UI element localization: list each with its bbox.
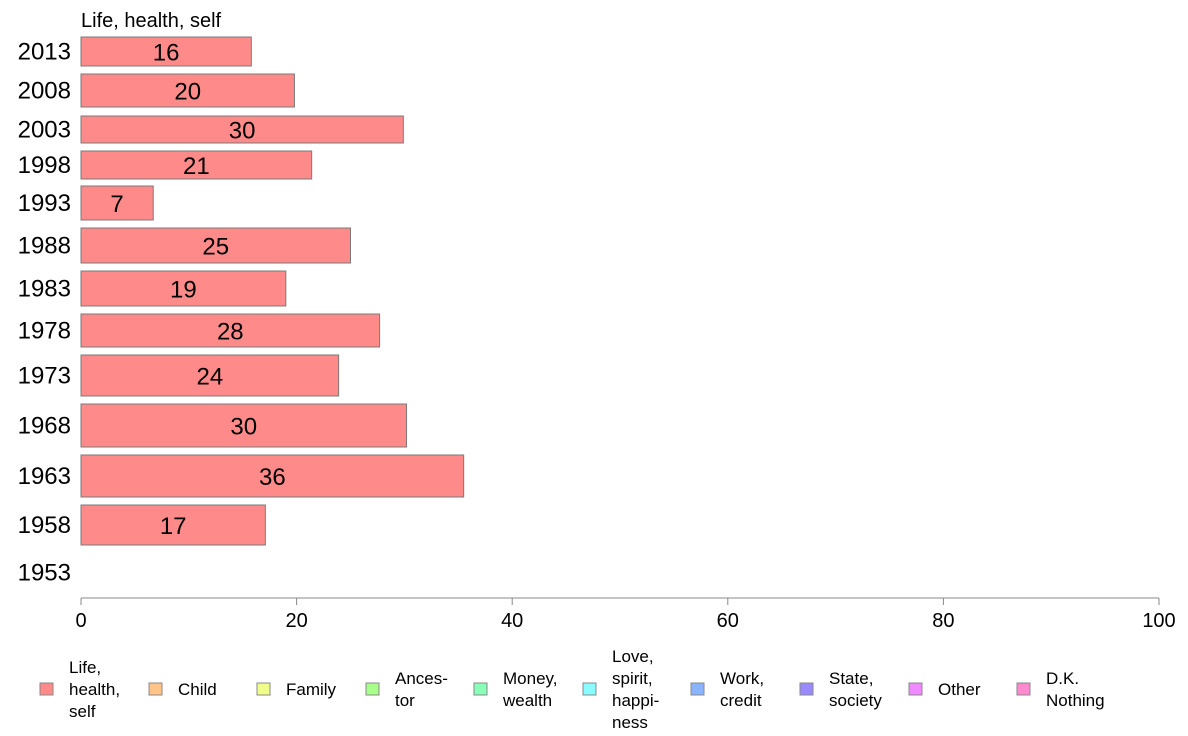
legend-label: State, society [829, 669, 882, 710]
category-label: 1988 [18, 233, 71, 260]
legend-swatch [365, 682, 380, 696]
legend-label: Life, health, self [69, 658, 120, 721]
data-label: 28 [217, 319, 244, 346]
data-label: 7 [110, 191, 123, 218]
category-label: 1983 [18, 276, 71, 303]
legend-swatch [799, 682, 814, 696]
x-tick-label: 80 [932, 610, 954, 632]
legend-swatch [39, 682, 54, 696]
category-label: 1993 [18, 190, 71, 217]
legend-swatch [1016, 682, 1031, 696]
x-tick-label: 0 [75, 610, 86, 632]
bar [80, 115, 404, 144]
legend-swatch [908, 682, 923, 696]
legend-swatch [256, 682, 271, 696]
category-label: 1973 [18, 363, 71, 390]
category-label: 1978 [18, 318, 71, 345]
data-label: 24 [196, 364, 223, 391]
bar [80, 354, 340, 397]
legend-label: Other [938, 680, 981, 699]
bar [80, 185, 154, 221]
data-label: 30 [230, 414, 257, 441]
legend-swatch [473, 682, 488, 696]
bar [80, 36, 252, 67]
bar [80, 73, 295, 108]
bar [80, 504, 266, 546]
legend-swatch [148, 682, 163, 696]
legend-label: Child [178, 680, 217, 699]
legend-label: Family [286, 680, 337, 699]
data-label: 36 [259, 464, 286, 491]
x-tick-label: 60 [717, 610, 739, 632]
legend-label: Ances-tor [395, 669, 448, 710]
legend-swatch [690, 682, 705, 696]
legend-swatch [582, 682, 597, 696]
bar [80, 270, 287, 307]
data-label: 19 [170, 277, 197, 304]
bar [80, 227, 351, 264]
legend-label: Work, credit [720, 669, 764, 710]
bars: 2013 16 2008 20 2003 30 1998 21 1993 7 1988 25 1983 1… [18, 36, 465, 587]
category-label: 1953 [18, 560, 71, 587]
category-label: 2003 [18, 117, 71, 144]
bar [80, 403, 408, 448]
data-label: 16 [153, 40, 180, 67]
legend-label: Love, spirit, happi-ness [612, 647, 659, 732]
legend-label: Money, wealth [502, 669, 558, 710]
bar [80, 454, 465, 498]
data-label: 30 [229, 118, 256, 145]
category-label: 1998 [18, 152, 71, 179]
bar [80, 150, 313, 180]
data-label: 17 [160, 513, 187, 540]
legend-label: D.K. Nothing [1046, 669, 1105, 710]
data-label: 20 [174, 79, 201, 106]
category-label: 1958 [18, 512, 71, 539]
x-tick-label: 40 [501, 610, 523, 632]
category-label: 1963 [18, 463, 71, 490]
legend: Life, health, self Child Family Ances-tor Mone… [39, 647, 1105, 732]
chart-title: Life, health, self [81, 10, 222, 32]
x-tick-label: 20 [285, 610, 307, 632]
category-label: 1968 [18, 413, 71, 440]
data-label: 25 [202, 234, 229, 261]
category-label: 2008 [18, 78, 71, 105]
x-axis: 0 20 40 60 80 100 [75, 597, 1176, 632]
category-label: 2013 [18, 39, 71, 66]
x-tick-label: 100 [1142, 610, 1175, 632]
data-label: 21 [183, 153, 210, 180]
bar [80, 313, 381, 348]
